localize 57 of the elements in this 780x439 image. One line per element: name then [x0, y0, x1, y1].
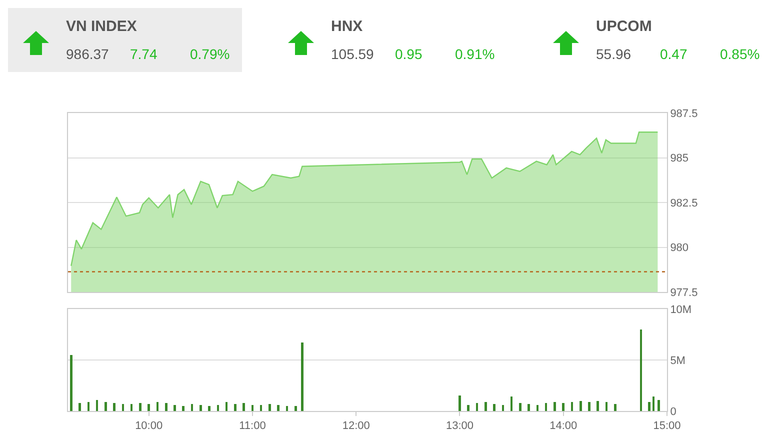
bar — [519, 402, 522, 411]
bar — [104, 402, 107, 411]
data-label: 0.91% — [455, 46, 495, 62]
bar — [165, 402, 168, 411]
bar — [588, 402, 590, 411]
data-label: 7.74 — [130, 46, 158, 62]
y-tick-label: 0 — [670, 406, 676, 418]
y-tick-label: 980 — [670, 242, 689, 254]
x-tick-label: 11:00 — [239, 420, 266, 432]
bar — [596, 400, 600, 411]
x-tick-label: 12:00 — [342, 420, 370, 432]
bar — [528, 404, 530, 411]
bar — [614, 404, 616, 411]
bar — [242, 402, 246, 411]
y-tick-label: 977.5 — [670, 286, 698, 299]
y-tick-label: 5M — [670, 354, 686, 367]
category-label: VN INDEX — [66, 18, 137, 35]
bar — [277, 404, 280, 411]
bar — [562, 402, 565, 411]
bar — [554, 402, 556, 411]
category-label: HNX — [331, 18, 363, 35]
bar — [200, 404, 202, 411]
bar — [484, 402, 487, 411]
data-label: 55.96 — [596, 46, 632, 62]
bar — [234, 404, 236, 411]
data-label: 0.85% — [720, 46, 760, 62]
bar — [139, 402, 142, 411]
data-label: 0.95 — [395, 46, 422, 62]
x-tick-label: 10:00 — [135, 420, 163, 432]
bar — [301, 342, 304, 411]
category-label: UPCOM — [596, 18, 652, 35]
bar — [580, 400, 582, 411]
bar — [78, 402, 81, 411]
data-label: 105.59 — [331, 46, 374, 62]
bar — [467, 404, 470, 411]
data-label: 0.47 — [660, 46, 688, 62]
bar — [268, 404, 271, 411]
y-tick-label: 982.5 — [670, 197, 698, 210]
x-tick-label: 13:00 — [446, 420, 474, 432]
bar — [648, 402, 651, 411]
x-tick-label: 15:00 — [653, 420, 681, 432]
y-tick-label: 10M — [670, 304, 692, 316]
bar — [174, 404, 176, 411]
data-label: 0.79% — [190, 46, 230, 62]
bar — [148, 404, 150, 411]
bar — [493, 404, 496, 411]
bar — [294, 406, 297, 411]
bar — [458, 396, 461, 411]
bar — [658, 400, 660, 411]
bar — [113, 402, 116, 411]
x-tick-label: 14:00 — [550, 420, 578, 432]
bar — [208, 406, 210, 411]
data-label: 986.37 — [66, 46, 109, 62]
y-tick-label: 985 — [670, 152, 689, 165]
y-tick-label: 987.5 — [670, 108, 698, 120]
bar — [182, 406, 184, 411]
bar — [70, 354, 72, 411]
